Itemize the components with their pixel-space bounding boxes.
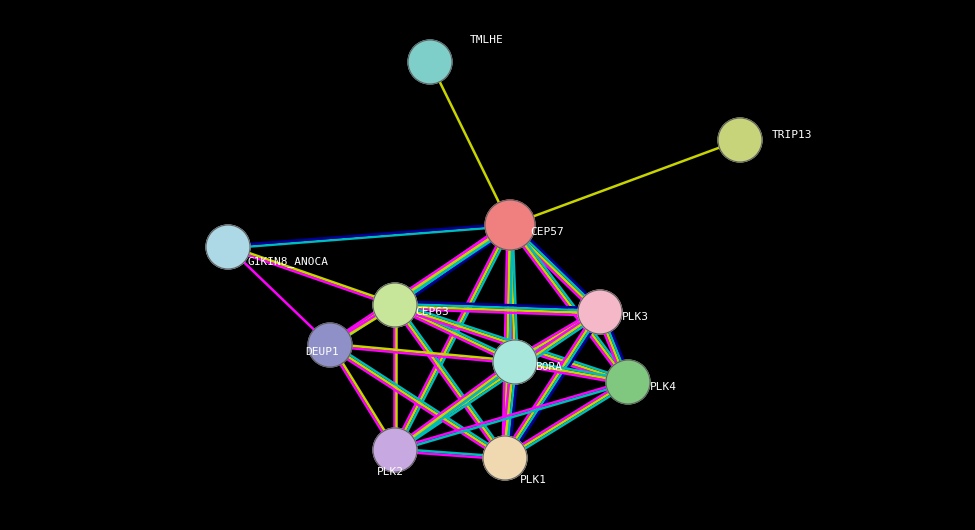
Text: TRIP13: TRIP13	[772, 130, 812, 140]
Circle shape	[373, 428, 417, 472]
Text: TMLHE: TMLHE	[470, 35, 504, 45]
Text: BORA: BORA	[535, 362, 562, 372]
Text: PLK1: PLK1	[520, 475, 547, 485]
Circle shape	[606, 360, 650, 404]
Circle shape	[493, 340, 537, 384]
Text: PLK3: PLK3	[622, 312, 649, 322]
Circle shape	[206, 225, 250, 269]
Text: PLK2: PLK2	[376, 467, 404, 477]
Text: PLK4: PLK4	[650, 382, 677, 392]
Circle shape	[308, 323, 352, 367]
Circle shape	[483, 436, 527, 480]
Circle shape	[578, 290, 622, 334]
Circle shape	[718, 118, 762, 162]
Text: DEUP1: DEUP1	[305, 347, 338, 357]
Circle shape	[485, 200, 535, 250]
Circle shape	[373, 283, 417, 327]
Text: G1KIN8_ANOCA: G1KIN8_ANOCA	[248, 257, 329, 268]
Circle shape	[408, 40, 452, 84]
Text: CEP63: CEP63	[415, 307, 448, 317]
Text: CEP57: CEP57	[530, 227, 564, 237]
